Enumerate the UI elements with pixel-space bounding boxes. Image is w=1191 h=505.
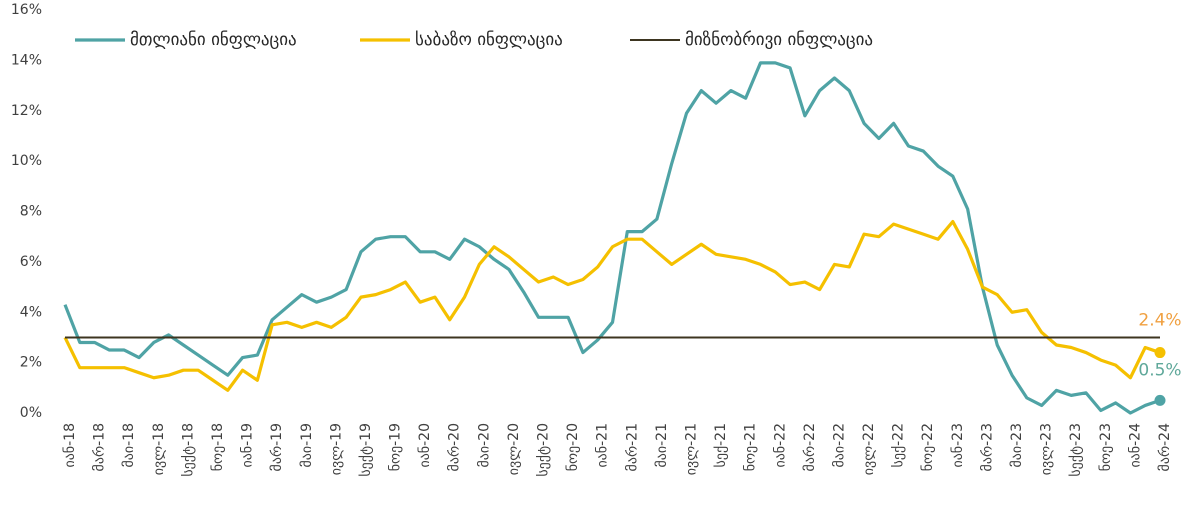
x-tick-label: ნოე-22 [920, 423, 936, 471]
x-tick-label: ნოე-20 [565, 423, 581, 471]
x-tick-label: მარ-21 [623, 423, 640, 471]
y-tick-label: 14% [11, 52, 42, 68]
y-tick-label: 0% [20, 405, 42, 421]
x-tick-label: მაი-23 [1009, 423, 1025, 468]
x-tick-label: იან-19 [240, 423, 256, 468]
series-line [63, 219, 1161, 392]
x-tick-label: სექტ-20 [536, 423, 552, 477]
x-tick-label: მაი-21 [654, 423, 670, 468]
x-tick-label: იან-22 [772, 423, 788, 468]
x-tick-label: იან-24 [1127, 423, 1143, 468]
x-tick-label: ივლ-18 [151, 423, 167, 475]
x-tick-label: ივლ-23 [1039, 423, 1055, 475]
end-point [1154, 347, 1166, 359]
x-tick-label: მაი-20 [476, 423, 492, 468]
x-tick-label: იან-21 [595, 423, 611, 468]
end-point [1154, 394, 1166, 406]
x-tick-label: სექტ-18 [180, 423, 196, 477]
x-tick-label: იან-18 [62, 423, 78, 468]
x-tick-label: მარ-18 [91, 423, 108, 471]
value-label: 0.5% [1138, 360, 1181, 380]
x-tick-label: სექ-22 [891, 423, 907, 467]
y-tick-label: 10% [11, 153, 42, 169]
legend-label: საბაზო ინფლაცია [415, 30, 563, 50]
x-tick-label: ივლ-19 [328, 423, 344, 475]
y-tick-label: 12% [11, 103, 42, 119]
y-tick-label: 2% [20, 355, 42, 371]
x-tick-label: ნოე-18 [210, 423, 226, 471]
x-tick-label: მარ-22 [801, 423, 818, 471]
x-tick-label: ივლ-20 [506, 423, 522, 475]
legend-label: მთლიანი ინფლაცია [130, 30, 297, 50]
x-tick-label: მაი-22 [831, 423, 847, 468]
x-tick-label: მარ-19 [268, 423, 285, 471]
y-tick-label: 16% [11, 2, 42, 18]
x-tick-label: სექ-21 [713, 423, 729, 467]
x-tick-label: მარ-24 [1156, 423, 1173, 472]
x-tick-label: სექტ-19 [358, 423, 374, 477]
legend-label: მიზნობრივი ინფლაცია [685, 30, 873, 50]
x-tick-label: ნოე-21 [743, 423, 759, 471]
y-tick-label: 8% [20, 204, 42, 220]
y-tick-label: 6% [20, 254, 42, 270]
y-tick-label: 4% [20, 304, 42, 320]
x-tick-label: მაი-19 [299, 423, 315, 468]
x-tick-label: სექტ-23 [1068, 423, 1084, 477]
x-tick-label: მაი-18 [121, 423, 137, 468]
x-tick-label: ნოე-23 [1098, 423, 1114, 471]
value-label: 2.4% [1138, 311, 1181, 331]
series-line [63, 61, 1161, 415]
x-tick-label: ივლ-21 [683, 423, 699, 475]
x-tick-label: ნოე-19 [388, 423, 404, 471]
x-tick-label: იან-23 [950, 423, 966, 468]
x-tick-label: მარ-23 [978, 423, 995, 471]
x-tick-label: ივლ-22 [861, 423, 877, 475]
x-tick-label: მარ-20 [446, 423, 463, 471]
x-tick-label: იან-20 [417, 423, 433, 468]
